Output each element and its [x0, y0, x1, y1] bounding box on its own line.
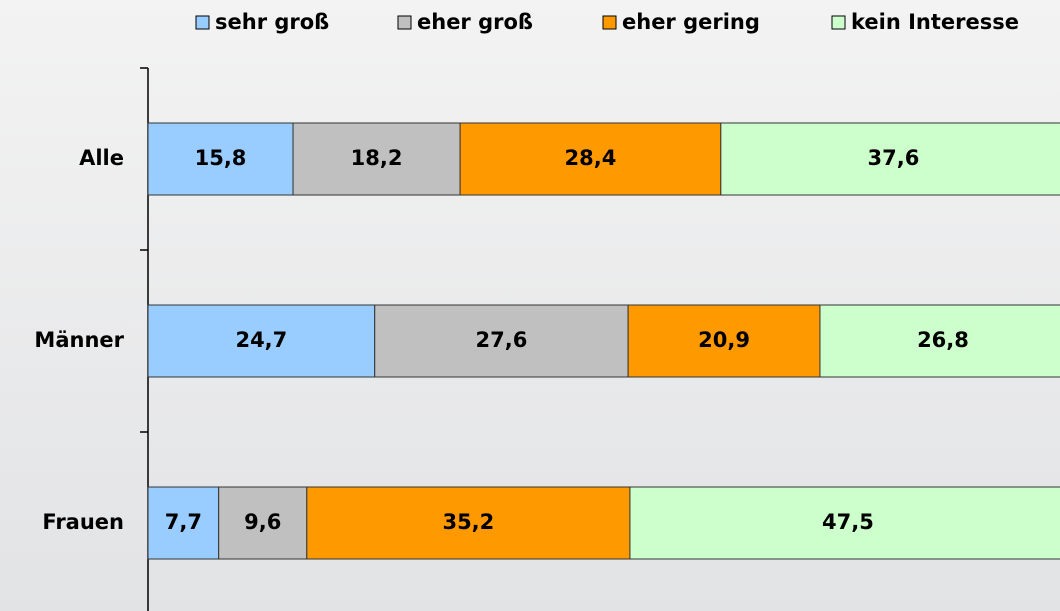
- bar-segment: [147, 486, 220, 560]
- data-label: 27,6: [476, 328, 528, 352]
- data-label: 37,6: [868, 146, 920, 170]
- data-label: 26,8: [917, 328, 969, 352]
- bar-segment: [147, 304, 376, 378]
- data-label: 9,6: [244, 510, 281, 534]
- bar-segment: [629, 486, 1060, 560]
- bar-segment: [306, 486, 631, 560]
- bar-segment: [374, 304, 629, 378]
- bar-segment: [720, 122, 1060, 196]
- data-label: 18,2: [351, 146, 403, 170]
- legend-label: sehr groß: [215, 10, 329, 34]
- legend-label: eher groß: [417, 10, 533, 34]
- data-label: 15,8: [195, 146, 247, 170]
- data-label: 47,5: [822, 510, 874, 534]
- y-tick-label: Frauen: [42, 510, 124, 534]
- data-label: 7,7: [165, 510, 202, 534]
- y-tick-label: Männer: [34, 328, 124, 352]
- bar-segment: [459, 122, 722, 196]
- legend-swatch: [397, 15, 412, 30]
- bar-segment: [627, 304, 821, 378]
- legend-swatch: [602, 15, 617, 30]
- data-label: 28,4: [565, 146, 617, 170]
- data-label: 35,2: [442, 510, 494, 534]
- bar-segment: [218, 486, 308, 560]
- bar-segment: [147, 122, 294, 196]
- legend-swatch: [831, 15, 846, 30]
- bar-segment: [292, 122, 461, 196]
- legend-swatch: [195, 15, 210, 30]
- data-label: 24,7: [235, 328, 287, 352]
- bar-segment: [819, 304, 1060, 378]
- legend-label: eher gering: [622, 10, 760, 34]
- legend-label: kein Interesse: [851, 10, 1019, 34]
- y-tick-label: Alle: [79, 146, 124, 170]
- data-label: 20,9: [698, 328, 750, 352]
